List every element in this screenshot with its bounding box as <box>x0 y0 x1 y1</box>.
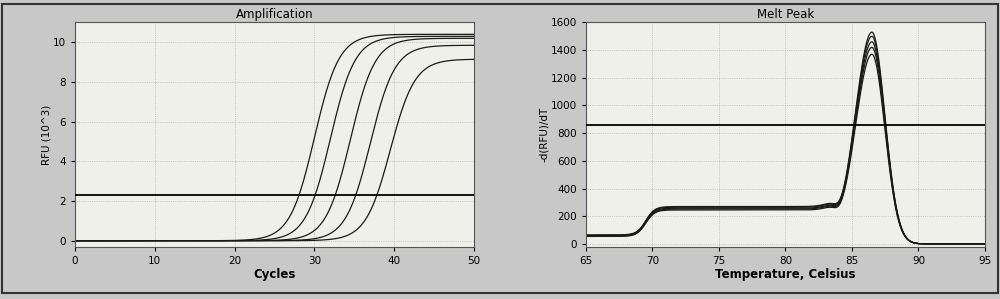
Y-axis label: -d(RFU)/dT: -d(RFU)/dT <box>539 107 549 162</box>
Title: Amplification: Amplification <box>236 8 313 21</box>
X-axis label: Temperature, Celsius: Temperature, Celsius <box>715 269 856 281</box>
Y-axis label: RFU (10^3): RFU (10^3) <box>41 104 51 165</box>
Title: Melt Peak: Melt Peak <box>757 8 814 21</box>
X-axis label: Cycles: Cycles <box>253 269 296 281</box>
